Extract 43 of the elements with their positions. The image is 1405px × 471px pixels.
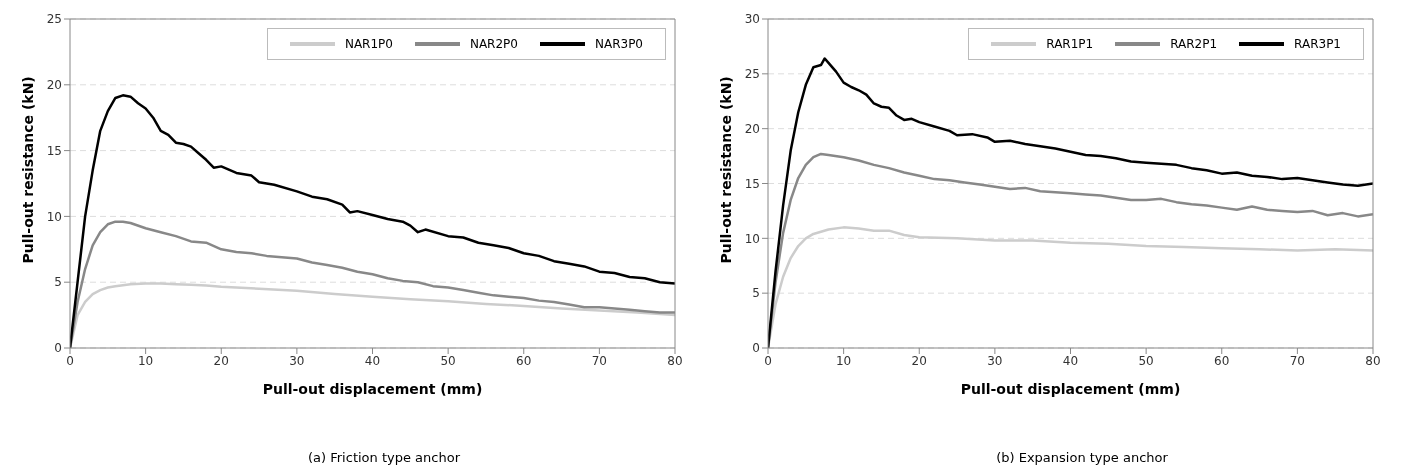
x-tick-label: 70 bbox=[1289, 353, 1306, 368]
y-tick-label: 5 bbox=[752, 286, 760, 301]
legend-label: NAR1P0 bbox=[344, 37, 393, 51]
y-tick-label: 0 bbox=[54, 341, 62, 356]
x-axis-title: Pull-out displacement (mm) bbox=[262, 381, 483, 397]
y-tick-label: 10 bbox=[744, 231, 760, 246]
x-tick-label: 10 bbox=[137, 353, 154, 368]
legend-label: NAR2P0 bbox=[469, 37, 518, 51]
y-tick-label: 0 bbox=[752, 341, 760, 356]
y-tick-label: 20 bbox=[46, 78, 62, 93]
legend-label: RAR1P1 bbox=[1046, 37, 1094, 51]
y-axis-title: Pull-out resistance (kN) bbox=[19, 76, 36, 264]
x-tick-label: 60 bbox=[1214, 353, 1230, 368]
legend-label: RAR2P1 bbox=[1170, 37, 1218, 51]
y-tick-label: 10 bbox=[46, 209, 62, 224]
y-tick-label: 15 bbox=[46, 143, 62, 158]
x-tick-label: 0 bbox=[764, 353, 772, 368]
x-tick-label: 0 bbox=[66, 353, 74, 368]
y-tick-label: 25 bbox=[744, 67, 760, 82]
legend-label: NAR3P0 bbox=[594, 37, 643, 51]
legend-label: RAR3P1 bbox=[1294, 37, 1341, 51]
x-tick-label: 40 bbox=[1062, 353, 1079, 368]
y-tick-label: 30 bbox=[744, 12, 760, 27]
x-tick-label: 30 bbox=[987, 353, 1003, 368]
x-tick-label: 70 bbox=[591, 353, 608, 368]
y-axis-title: Pull-out resistance (kN) bbox=[717, 76, 734, 264]
x-axis-title: Pull-out displacement (mm) bbox=[960, 381, 1181, 397]
y-tick-label: 5 bbox=[54, 275, 62, 290]
x-tick-label: 40 bbox=[364, 353, 381, 368]
x-tick-label: 20 bbox=[911, 353, 927, 368]
y-tick-label: 20 bbox=[744, 121, 760, 136]
text: (a) Friction type anchor bbox=[307, 450, 461, 465]
x-tick-label: 50 bbox=[440, 353, 456, 368]
y-tick-label: 15 bbox=[744, 176, 760, 191]
text: (b) Expansion type anchor bbox=[995, 450, 1169, 465]
x-tick-label: 60 bbox=[516, 353, 532, 368]
y-tick-label: 25 bbox=[46, 12, 62, 27]
x-tick-label: 80 bbox=[1365, 353, 1381, 368]
x-tick-label: 30 bbox=[289, 353, 305, 368]
x-tick-label: 80 bbox=[667, 353, 683, 368]
x-tick-label: 20 bbox=[213, 353, 229, 368]
x-tick-label: 10 bbox=[835, 353, 852, 368]
x-tick-label: 50 bbox=[1138, 353, 1154, 368]
